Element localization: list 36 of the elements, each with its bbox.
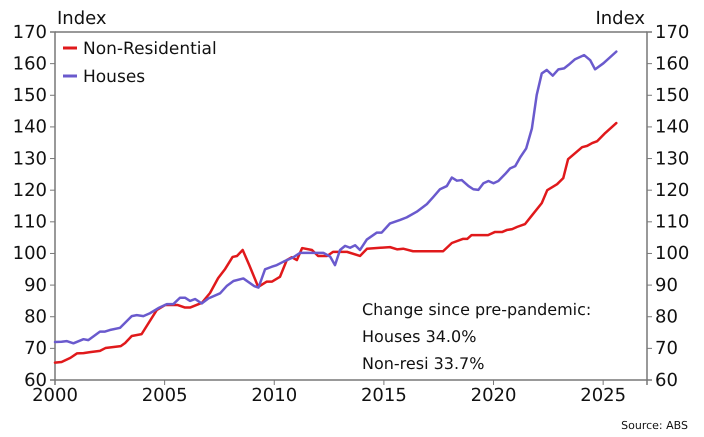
x-tick-label: 2010 [251, 384, 298, 406]
y-tick-label: 130 [12, 148, 47, 170]
annotation: Houses 34.0% [362, 327, 476, 346]
y-tick-label: 170 [12, 22, 47, 43]
y-tick-label: 80 [24, 306, 47, 328]
x-tick-label: 2015 [360, 384, 407, 406]
y2-tick-label: 160 [655, 53, 690, 74]
x-tick-label: 2005 [142, 384, 188, 406]
y-tick-label: 140 [12, 116, 47, 138]
y-tick-label: 160 [12, 53, 47, 74]
y2-tick-label: 70 [655, 338, 678, 360]
y-tick-label: 110 [12, 212, 47, 233]
y-tick-label: 120 [12, 180, 47, 201]
y-tick-label: 150 [12, 85, 47, 106]
y-tick-label: 90 [24, 274, 47, 296]
y2-tick-label: 150 [655, 85, 690, 106]
annotation: Change since pre-pandemic: [362, 300, 592, 319]
y2-tick-label: 120 [655, 180, 690, 201]
x-tick-label: 2020 [470, 384, 516, 406]
y2-tick-label: 100 [655, 243, 690, 264]
y2-axis-title: Index [595, 8, 646, 29]
y2-tick-label: 80 [655, 306, 678, 328]
y2-tick-label: 90 [655, 274, 678, 296]
y2-tick-label: 60 [655, 370, 678, 391]
y-tick-label: 100 [12, 243, 47, 264]
x-tick-label: 2025 [580, 384, 626, 406]
y2-tick-label: 170 [655, 22, 690, 43]
y2-tick-label: 110 [655, 212, 690, 233]
y-tick-label: 70 [24, 338, 47, 360]
y2-tick-label: 130 [655, 148, 690, 170]
legend-label: Non-Residential [83, 39, 217, 59]
annotation: Non-resi 33.7% [362, 354, 484, 373]
source-note: Source: ABS [621, 419, 688, 432]
legend-label: Houses [83, 67, 146, 87]
y-axis-title: Index [57, 8, 107, 29]
y2-tick-label: 140 [655, 116, 690, 138]
